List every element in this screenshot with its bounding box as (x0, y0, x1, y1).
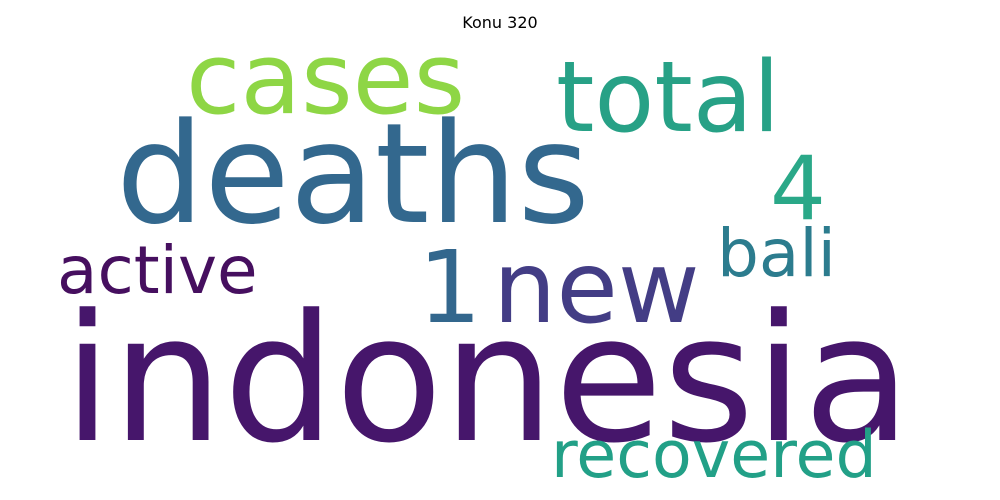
word-new: new (493, 229, 700, 346)
word-4: 4 (770, 137, 826, 240)
figure-title: Konu 320 (462, 13, 538, 32)
word-cases: cases (186, 22, 466, 137)
word-recovered: recovered (551, 418, 877, 493)
word-active: active (57, 232, 258, 309)
word-1: 1 (418, 229, 482, 346)
word-indonesia: indonesia (63, 277, 912, 482)
word-total: total (556, 41, 781, 155)
word-deaths: deaths (116, 93, 590, 255)
word-bali: bali (717, 215, 837, 292)
